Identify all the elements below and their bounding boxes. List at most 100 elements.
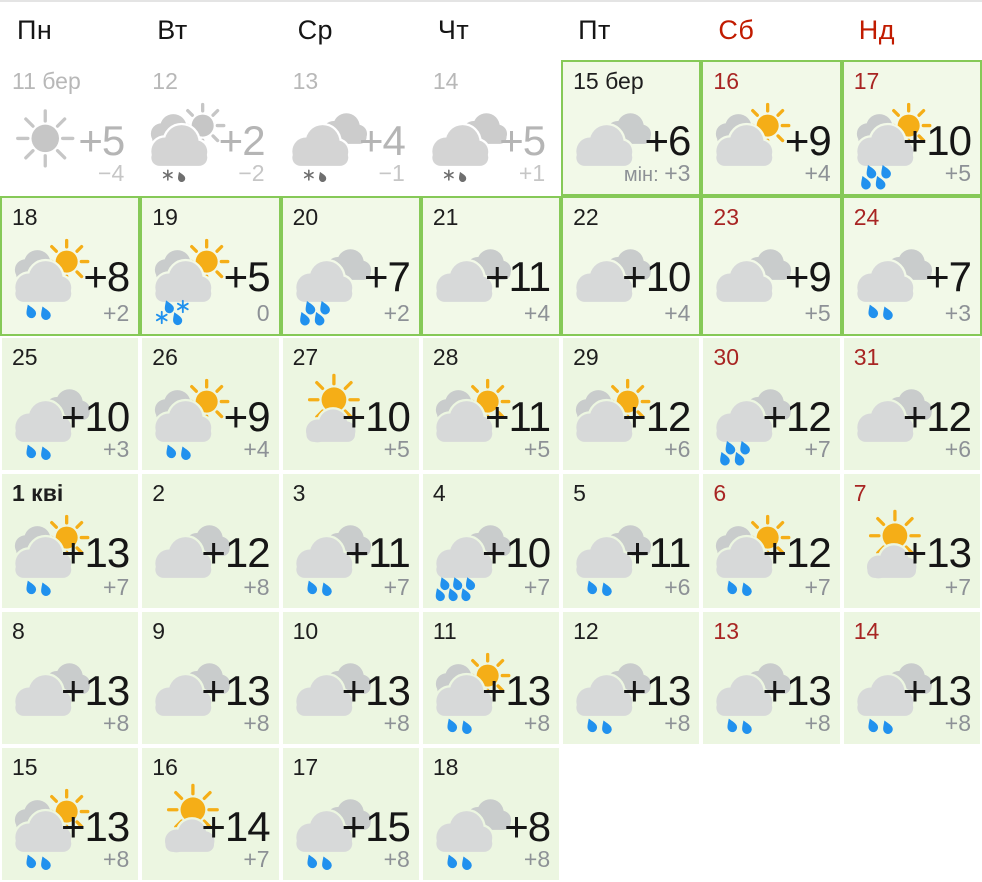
cloud-icon [289,232,377,328]
cloud-icon [850,646,938,742]
day-number: 17 [292,754,319,780]
day-cell[interactable]: 30 +12 +7 [701,336,842,472]
night-temp: −1 [379,160,405,187]
day-temp: +13 [622,667,691,714]
day-cell[interactable]: 20 +7 +2 [280,196,421,336]
day-cell[interactable]: 15 +13 +8 [0,746,141,882]
night-temp: +8 [384,846,410,873]
empty-cell [561,746,702,882]
day-cell[interactable]: 21 +11 +4 [420,196,562,336]
day-cell[interactable]: 15 бер +6 мін: +3 [561,60,702,196]
cloud-icon [569,232,657,328]
day-cell[interactable]: 7 +13 +7 [841,472,982,610]
night-temp-value: +8 [243,710,270,736]
day-temp: +8 [83,253,130,300]
night-temp-value: +3 [664,160,691,186]
day-number: 15 бер [573,68,644,94]
day-cell[interactable]: 19 +5 0 [140,196,281,336]
night-temp: +8 [804,710,830,737]
day-cell[interactable]: 9 +13 +8 [140,610,281,746]
day-temp: +13 [902,667,972,714]
day-temp: +10 [622,253,691,300]
night-temp-value: +4 [243,436,270,462]
day-cell[interactable]: 6 +12 +7 [701,472,842,610]
day-cell[interactable]: 4 +10 +7 [420,472,562,610]
night-temp: +8 [103,710,129,737]
day-cell[interactable]: 12 +2 −2 [140,60,281,196]
day-temp: +11 [485,393,551,440]
day-temp: +7 [925,253,972,300]
day-cell[interactable]: 18 +8 +8 [420,746,562,882]
day-number: 11 [432,618,457,644]
day-cell[interactable]: 16 +9 +4 [701,60,842,196]
night-temp: +7 [945,574,971,601]
day-temp: +12 [902,393,972,440]
day-cell[interactable]: 10 +13 +8 [280,610,421,746]
day-number: 19 [152,204,178,230]
day-cell[interactable]: 12 +13 +8 [561,610,702,746]
day-temp: +9 [784,253,832,300]
day-number: 17 [853,68,880,94]
night-temp: +1 [519,160,545,187]
night-temp: +8 [664,710,690,737]
night-temp-value: +7 [804,574,831,600]
cloud-icon [569,508,657,604]
night-temp-value: −2 [238,160,265,186]
day-cell[interactable]: 23 +9 +5 [701,196,842,336]
day-cell[interactable]: 14 +13 +8 [841,610,982,746]
day-cell[interactable]: 31 +12 +6 [841,336,982,472]
day-cell[interactable]: 17 +15 +8 [280,746,421,882]
day-cell[interactable]: 25 +10 +3 [0,336,141,472]
cloud-icon [709,372,797,468]
weekday-label: Сб [718,15,755,45]
night-temp: +4 [804,160,830,187]
night-temp-value: +2 [103,300,130,326]
day-cell[interactable]: 5 +11 +6 [561,472,702,610]
cloud-icon [850,232,938,328]
day-temp: +6 [644,117,692,164]
night-temp: +3 [945,300,971,327]
night-temp: +5 [945,160,971,187]
day-cell[interactable]: 17 +10 +5 [841,60,982,196]
night-temp-value: +6 [664,574,691,600]
night-temp: +6 [945,436,971,463]
day-number: 30 [713,344,740,370]
day-cell[interactable]: 18 +8 +2 [0,196,141,336]
day-cell[interactable]: 26 +9 +4 [140,336,281,472]
sun-cloud-icon [8,782,96,878]
day-cell[interactable]: 8 +13 +8 [0,610,141,746]
day-cell[interactable]: 29 +12 +6 [561,336,702,472]
day-cell[interactable]: 22 +10 +4 [561,196,702,336]
day-cell[interactable]: 11 бер +5 −4 [0,60,141,196]
day-temp: +5 [78,117,125,164]
day-cell[interactable]: 24 +7 +3 [841,196,982,336]
day-cell[interactable]: 14 +5 +1 [420,60,562,196]
day-number: 31 [853,344,880,370]
night-temp-value: +4 [664,300,691,326]
day-number: 24 [853,204,880,230]
sun-cloud-icon [144,96,232,192]
day-number: 12 [152,68,178,94]
sun-cloud-icon [8,232,96,328]
day-temp: +4 [358,117,406,164]
day-cell[interactable]: 13 +4 −1 [280,60,421,196]
day-number: 7 [853,480,867,506]
cloud-icon [289,782,377,878]
day-number: 28 [432,344,459,370]
day-cell[interactable]: 1 кві +13 +7 [0,472,141,610]
day-cell[interactable]: 27 +10 +5 [280,336,421,472]
day-cell[interactable]: 13 +13 +8 [701,610,842,746]
sun-over-cloud-icon [850,508,938,604]
night-temp-value: +5 [523,436,551,462]
night-temp-value: +7 [243,846,270,872]
night-temp: +8 [945,710,971,737]
cloud-icon [709,646,797,742]
day-cell[interactable]: 11 +13 +8 [420,610,562,746]
day-cell[interactable]: 3 +11 +7 [280,472,421,610]
day-cell[interactable]: 2 +12 +8 [140,472,281,610]
night-temp: мін: +3 [624,160,691,187]
day-cell[interactable]: 28 +11 +5 [420,336,562,472]
night-temp-value: +4 [804,160,831,186]
day-cell[interactable]: 16 +14 +7 [140,746,281,882]
